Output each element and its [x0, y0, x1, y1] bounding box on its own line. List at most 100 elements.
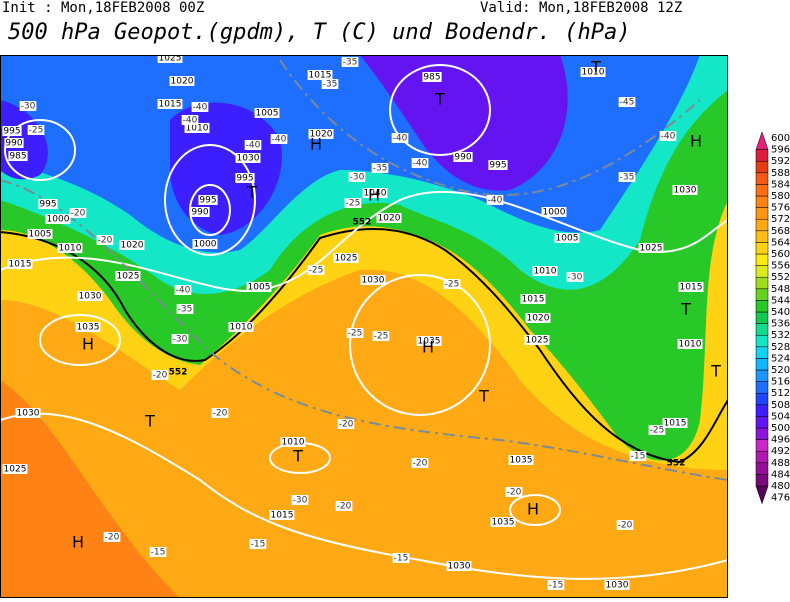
- temperature-label: -40: [176, 286, 191, 296]
- colorbar-segment: [755, 218, 769, 232]
- temperature-label: -20: [105, 533, 120, 543]
- pressure-label-box: [45, 214, 71, 224]
- temperature-label-box: [176, 304, 194, 314]
- temperature-label: -30: [568, 273, 583, 283]
- temperature-label: -20: [507, 488, 522, 498]
- temperature-label-box: [443, 279, 461, 289]
- valid-time: Valid: Mon,18FEB2008 12Z: [480, 0, 682, 16]
- colorbar-label: 528: [771, 342, 790, 353]
- temperature-label-box: [618, 172, 636, 182]
- pressure-label-box: [157, 99, 183, 109]
- temperature-label: -35: [178, 305, 193, 315]
- pressure-label: 1020: [171, 77, 194, 87]
- init-time: Init : Mon,18FEB2008 00Z: [2, 0, 204, 16]
- pressure-label-box: [520, 294, 546, 304]
- temperature-label-box: [249, 539, 267, 549]
- pressure-center: H: [527, 500, 539, 519]
- isobar: [39, 314, 121, 366]
- colorbar-label: 532: [771, 330, 790, 341]
- colorbar-segment: [755, 184, 769, 197]
- pressure-label: 1015: [271, 511, 294, 521]
- pressure-label: 1030: [448, 562, 471, 572]
- temperature-label-box: [19, 101, 37, 111]
- contour-label: 552: [169, 368, 188, 378]
- pressure-label: 1035: [77, 323, 100, 333]
- colorbar-label: 584: [771, 179, 790, 190]
- pressure-label-box: [119, 240, 145, 250]
- temperature-label: -40: [661, 132, 676, 142]
- temperature-label: -40: [393, 134, 408, 144]
- pressure-label: 1015: [309, 71, 332, 81]
- pressure-label-box: [678, 282, 704, 292]
- temperature-label-box: [191, 102, 209, 112]
- isobar: [349, 274, 491, 416]
- colorbar-label: 540: [771, 307, 790, 318]
- colorbar-segment: [755, 149, 769, 162]
- pressure-label-box: [604, 580, 630, 590]
- pressure-label: 990: [5, 139, 22, 149]
- colorbar-segment: [755, 253, 769, 266]
- colorbar: 4764804844884924965005045085125165205245…: [755, 131, 790, 505]
- pressure-label: 1010: [186, 124, 209, 134]
- isobar: [509, 494, 561, 526]
- temperature-label-box: [335, 501, 353, 511]
- pressure-label-box: [198, 195, 218, 205]
- temperature-label-box: [648, 425, 666, 435]
- temperature-label: -40: [488, 196, 503, 206]
- colorbar-label: 488: [771, 458, 790, 469]
- temperature-label: -25: [309, 266, 324, 276]
- colorbar-label: 504: [771, 411, 790, 422]
- temperature-label-box: [69, 208, 87, 218]
- pressure-label: 1000: [47, 215, 70, 225]
- temperature-label: -40: [413, 159, 428, 169]
- pressure-label-box: [638, 243, 664, 253]
- colorbar-label: 508: [771, 400, 790, 411]
- pressure-label-box: [269, 510, 295, 520]
- isobar: [189, 184, 231, 236]
- temperature-label: -30: [350, 173, 365, 183]
- temperature-label: -40: [193, 103, 208, 113]
- pressure-label-box: [446, 561, 472, 571]
- pressure-label: 1025: [640, 244, 663, 254]
- colorbar-segment: [755, 276, 769, 290]
- pressure-label: 1025: [4, 465, 27, 475]
- colorbar-label: 500: [771, 423, 790, 434]
- colorbar-cap: [755, 485, 769, 505]
- temperature-label-box: [291, 495, 309, 505]
- temperature-label-box: [486, 195, 504, 205]
- pressure-label-box: [307, 70, 333, 80]
- temperature-label: -35: [373, 164, 388, 174]
- temperature-label-box: [392, 553, 410, 563]
- cold-core-north: [360, 55, 568, 191]
- colorbar-segment: [755, 323, 769, 336]
- pressure-label-box: [4, 138, 24, 148]
- pressure-label: 1035: [418, 337, 441, 347]
- pressure-label: 1005: [256, 109, 279, 119]
- cold-core-west: [170, 102, 282, 235]
- pressure-label-box: [157, 55, 183, 63]
- colorbar-segment: [755, 381, 769, 394]
- pressure-center: T: [590, 58, 601, 77]
- colorbar-label: 596: [771, 145, 790, 156]
- temperature-label-box: [307, 265, 325, 275]
- pressure-label-box: [192, 239, 218, 249]
- temperature-label-box: [616, 520, 634, 530]
- pressure-label-box: [672, 185, 698, 195]
- colorbar-segment: [755, 172, 769, 185]
- pressure-label-box: [525, 313, 551, 323]
- temperature-label-box: [547, 580, 565, 590]
- colorbar-label: 564: [771, 237, 790, 248]
- pressure-label: 1030: [17, 409, 40, 419]
- pressure-label-box: [27, 229, 53, 239]
- colorbar-label: 576: [771, 203, 790, 214]
- colorbar-label: 600: [771, 133, 790, 144]
- temperature-label: -20: [153, 371, 168, 381]
- contour-label: 552: [353, 218, 372, 228]
- temperature-label: -25: [650, 426, 665, 436]
- temperature-label: -15: [251, 540, 266, 550]
- temperature-label-box: [346, 328, 364, 338]
- pressure-center: H: [690, 132, 702, 151]
- isobar: [4, 119, 76, 181]
- temperature-label: -40: [246, 141, 261, 151]
- pressure-label: 1010: [282, 438, 305, 448]
